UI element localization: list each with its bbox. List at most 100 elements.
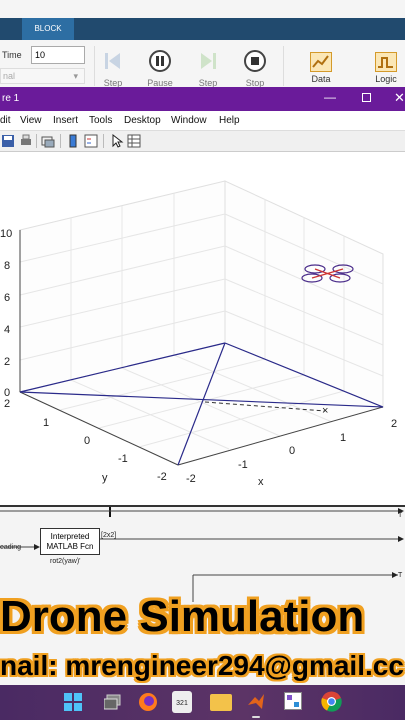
block-caption: rot2(yaw)' — [50, 558, 81, 565]
stop-label: Stop — [245, 78, 265, 88]
pause-icon — [156, 56, 164, 66]
axes-3d[interactable]: × 10 8 6 4 2 0 2 1 0 -1 -2 y -2 -1 0 1 2… — [0, 152, 405, 505]
drone-quadcopter — [301, 264, 354, 283]
chevron-down-icon: ▾ — [73, 71, 78, 81]
x-tick-label: 2 — [391, 418, 397, 430]
z-tick-label: 8 — [4, 260, 10, 272]
window-title: re 1 — [2, 93, 20, 104]
simulink-model-canvas[interactable]: Interpreted MATLAB Fcn rot2(yaw)' eading… — [0, 505, 405, 685]
y-tick-label: -2 — [157, 471, 167, 483]
x-tick-label: -1 — [238, 459, 248, 471]
print-icon[interactable] — [19, 134, 33, 148]
figure-toolbar — [0, 131, 405, 152]
stop-time-label: Time — [2, 50, 22, 60]
x-axis-label: x — [258, 476, 264, 488]
stop-button[interactable] — [244, 50, 266, 72]
task-view-icon[interactable] — [103, 694, 122, 710]
z-tick-label: 4 — [4, 324, 10, 336]
z-tick-label: 0 — [4, 387, 10, 399]
menu-desktop[interactable]: Desktop — [124, 115, 161, 126]
pause-button[interactable] — [149, 50, 171, 72]
projected-path — [204, 401, 326, 412]
y-tick-label: 1 — [43, 417, 49, 429]
legend-icon[interactable] — [84, 134, 98, 148]
property-editor-icon[interactable] — [127, 134, 141, 148]
windows-taskbar: 321 — [0, 685, 405, 720]
step-back-label: Step — [103, 78, 123, 88]
model-diagram — [0, 507, 404, 602]
step-forward-button[interactable] — [197, 50, 219, 72]
toolbar-divider — [36, 134, 37, 148]
ribbon-divider — [283, 46, 284, 86]
logic-analyzer-label: Logic — [375, 74, 397, 84]
port-label-t: T — [398, 572, 403, 579]
step-forward-icon — [201, 53, 216, 69]
folder-icon[interactable] — [210, 694, 232, 711]
y-tick-label: -1 — [118, 453, 128, 465]
port-label-t: T — [398, 512, 403, 519]
matlab-icon[interactable] — [246, 691, 266, 711]
link-plot-icon[interactable] — [41, 134, 55, 148]
tab-block[interactable]: BLOCK — [22, 18, 74, 40]
maximize-icon[interactable] — [362, 93, 371, 102]
block-title-line-1: Interpreted — [50, 532, 90, 541]
active-app-indicator — [252, 716, 260, 718]
block-title-line-2: MATLAB Fcn — [46, 542, 94, 551]
x-tick-label: -2 — [186, 473, 196, 485]
figure-menu-bar: dit View Insert Tools Desktop Window Hel… — [0, 111, 405, 131]
y-axis-label: y — [102, 472, 108, 484]
menu-help[interactable]: Help — [219, 115, 240, 126]
cursor-icon[interactable] — [110, 134, 124, 148]
simulation-mode-select[interactable]: nal ▾ — [0, 68, 85, 84]
email-overlay: nail: mrengineer294@gmail.cc — [0, 650, 404, 681]
simulation-mode-value: nal — [3, 71, 16, 81]
stop-time-input[interactable]: 10 — [31, 46, 85, 64]
output-dimension-label: [2x2] — [101, 532, 117, 539]
data-inspector-button[interactable] — [310, 52, 332, 72]
menu-edit[interactable]: dit — [0, 115, 11, 126]
trajectory-lines — [19, 342, 384, 466]
axis-lines — [19, 230, 384, 466]
step-back-icon — [105, 53, 120, 69]
firefox-icon[interactable] — [138, 692, 158, 712]
minimize-icon[interactable]: — — [324, 90, 336, 104]
figure-title-bar: re 1 — ✕ — [0, 87, 405, 111]
x-tick-label: 1 — [340, 432, 346, 444]
data-inspector-label: Data — [311, 74, 331, 84]
toolbar-divider — [103, 134, 104, 148]
step-forward-label: Step — [198, 78, 218, 88]
menu-view[interactable]: View — [20, 115, 42, 126]
interpreted-matlab-fcn-block[interactable]: Interpreted MATLAB Fcn — [40, 528, 100, 555]
windows-start-icon[interactable] — [64, 693, 82, 711]
input-signal-label: eading — [0, 544, 22, 551]
ribbon-divider — [94, 46, 95, 86]
ribbon-tab-bar — [0, 18, 405, 40]
step-back-button[interactable] — [102, 50, 124, 72]
calendar-icon[interactable]: 321 — [172, 691, 192, 713]
save-icon[interactable] — [1, 134, 15, 148]
close-icon[interactable]: ✕ — [394, 90, 405, 105]
logic-analyzer-button[interactable] — [375, 52, 397, 72]
menu-window[interactable]: Window — [171, 115, 207, 126]
simulink-ribbon: BLOCK Time 10 nal ▾ Step Pause Step Stop… — [0, 0, 405, 90]
y-tick-label: 2 — [4, 398, 10, 410]
pause-label: Pause — [147, 78, 173, 88]
video-title-overlay: Drone Simulation — [0, 592, 365, 641]
stop-icon — [251, 57, 259, 65]
x-tick-label: 0 — [289, 445, 295, 457]
menu-insert[interactable]: Insert — [53, 115, 79, 126]
logic-analyzer-icon — [378, 57, 393, 68]
axes-grid — [18, 180, 385, 466]
z-tick-label: 10 — [0, 228, 12, 240]
y-tick-label: 0 — [84, 435, 90, 447]
colorbar-icon[interactable] — [66, 134, 80, 148]
z-tick-label: 2 — [4, 356, 10, 368]
chrome-icon[interactable] — [321, 691, 342, 712]
toolbar-divider — [60, 134, 61, 148]
figure-canvas: × 10 8 6 4 2 0 2 1 0 -1 -2 y -2 -1 0 1 2… — [0, 152, 405, 505]
app-icon[interactable] — [284, 692, 302, 710]
data-inspector-icon — [312, 55, 329, 68]
z-tick-label: 6 — [4, 292, 10, 304]
menu-tools[interactable]: Tools — [89, 115, 113, 126]
target-marker: × — [322, 405, 328, 417]
